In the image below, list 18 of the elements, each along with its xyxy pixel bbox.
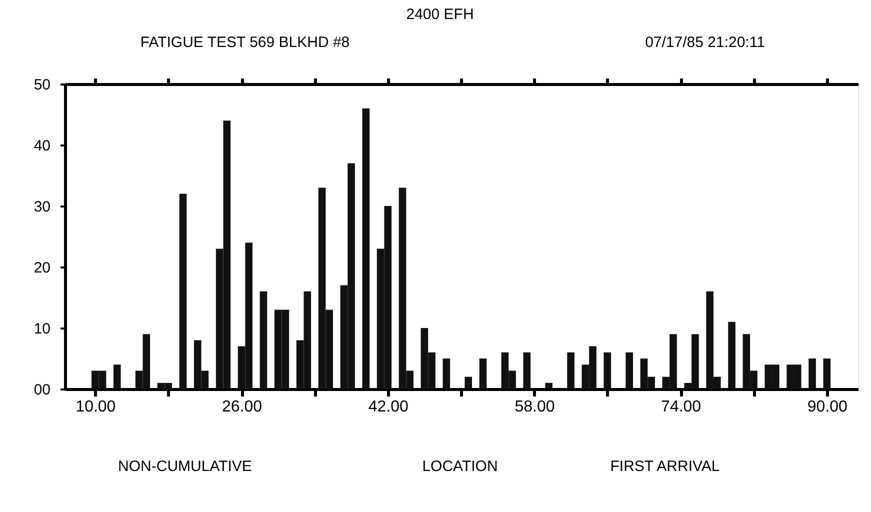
x-tick-label: 10.00 — [76, 398, 116, 416]
x-tick-label: 58.00 — [514, 398, 555, 416]
x-tick-label: 74.00 — [661, 398, 702, 416]
x-axis-title: LOCATION — [422, 458, 498, 475]
x-tick-label: 90.00 — [807, 398, 848, 416]
x-tick-label: 26.00 — [222, 398, 262, 416]
x-tick-label: 42.00 — [368, 398, 408, 416]
text: NON-CUMULATIVE — [118, 458, 252, 475]
y-tick-label: 00 — [34, 382, 50, 398]
y-tick-label: 10 — [34, 320, 50, 338]
text: 07/17/85 21:20:11 — [645, 34, 765, 51]
y-tick-label: 20 — [34, 260, 50, 276]
y-tick-label: 40 — [34, 138, 50, 154]
text: FIRST ARRIVAL — [610, 458, 720, 475]
y-tick-label: 50 — [34, 76, 50, 94]
chart-title: 2400 EFH — [406, 6, 474, 23]
chart-subtitle: FATIGUE TEST 569 BLKHD #8 — [140, 34, 350, 51]
y-tick-label: 30 — [34, 198, 50, 216]
